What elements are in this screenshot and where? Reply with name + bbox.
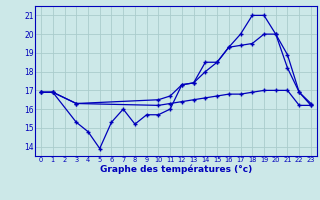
X-axis label: Graphe des températures (°c): Graphe des températures (°c): [100, 165, 252, 174]
